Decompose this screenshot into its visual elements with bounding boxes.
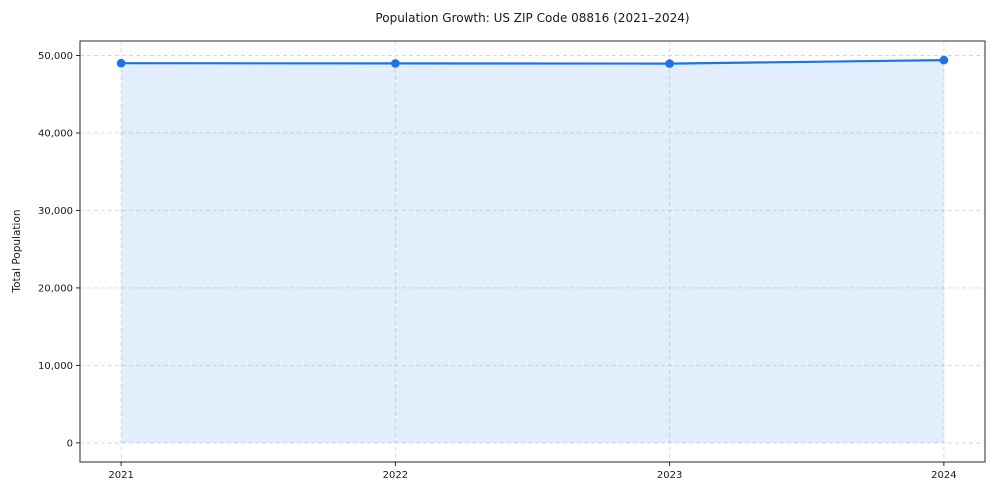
x-tick-label: 2022	[383, 470, 408, 481]
data-point	[939, 55, 949, 65]
y-tick-label: 30,000	[38, 206, 73, 217]
y-tick-label: 40,000	[38, 128, 73, 139]
plot-border	[79, 40, 986, 463]
data-line	[120, 59, 945, 65]
y-tick-label: 50,000	[38, 51, 73, 62]
data-point	[665, 59, 674, 68]
y-tick-label: 0	[67, 438, 73, 449]
chart-title: Population Growth: US ZIP Code 08816 (20…	[375, 11, 690, 25]
x-tick-label: 2024	[931, 470, 956, 481]
y-tick-label: 10,000	[38, 361, 73, 372]
x-tick-label: 2023	[657, 470, 682, 481]
data-point	[116, 58, 126, 68]
area-fill	[121, 60, 944, 443]
y-tick-label: 20,000	[38, 283, 73, 294]
x-tick-label: 2021	[108, 470, 133, 481]
data-point	[391, 59, 400, 68]
